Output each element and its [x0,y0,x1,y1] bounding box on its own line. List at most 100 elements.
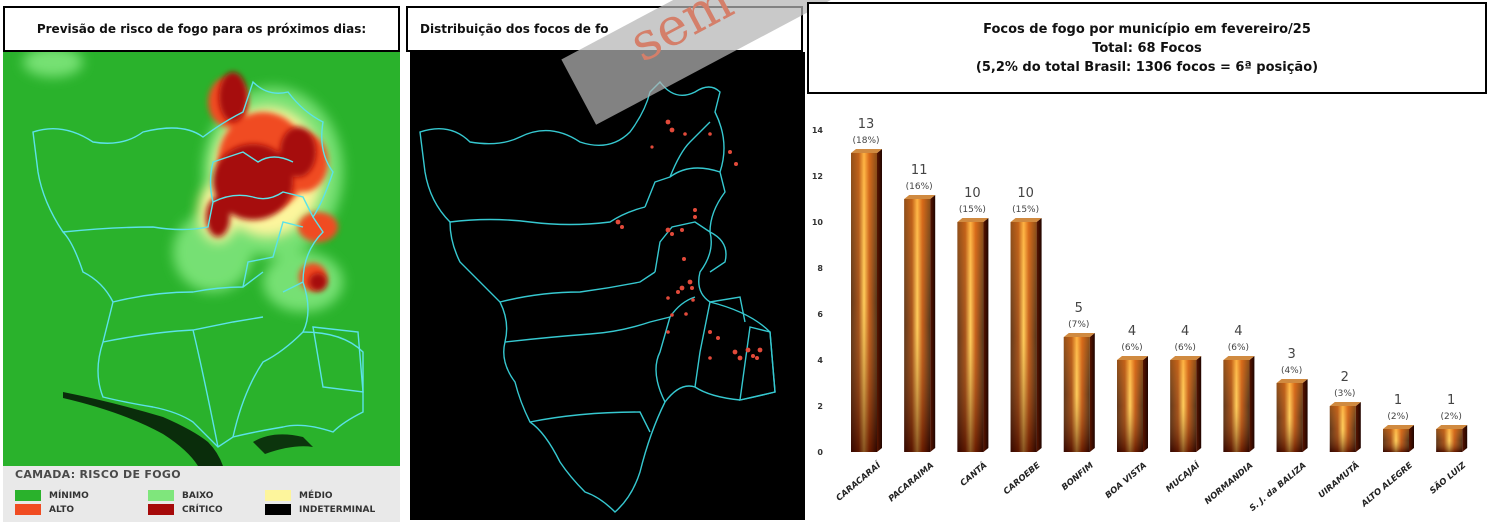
legend-swatch-baixo [148,490,174,501]
legend-swatch-critico [148,504,174,515]
bar-value-label: 1 [1447,393,1455,408]
legend-label-indeterminal: INDETERMINAL [299,504,376,515]
legend-label-minimo: MÍNIMO [49,490,89,501]
chart-title-line-1: Focos de fogo por município em fevereiro… [983,21,1311,37]
bar-side [1249,356,1255,452]
fire-focus-bar-chart: 0 2 4 6 8 10 12 14 13 (18%) 11 (16%) 10 (15%) 10 (15%)… [807,96,1487,524]
bar: 11 (16%) [904,163,936,452]
bar-side [1089,333,1095,452]
bar: 5 (7%) [1063,301,1095,452]
forecast-title-text: Previsão de risco de fogo para os próxim… [36,22,367,36]
bar-percent-label: (16%) [906,182,933,192]
x-category-label: S. J. da BALIZA [1248,461,1309,514]
chart-title-line-3: (5,2% do total Brasil: 1306 focos = 6ª p… [975,59,1319,75]
legend-label-alto: ALTO [49,504,75,515]
legend-label-medio: MÉDIO [299,490,333,501]
bar-side [1143,356,1148,452]
bar-percent-label: (6%) [1228,343,1249,353]
bar: 10 (15%) [1010,186,1042,452]
bar-value-label: 1 [1394,393,1402,408]
x-category-label: SÃO LUIZ [1427,459,1468,496]
bar-value-label: 11 [911,163,928,178]
bar-top [957,218,989,222]
fire-risk-legend: CAMADA: RISCO DE FOGO MÍNIMO BAIXO MÉDIO… [3,466,400,522]
bar-glow [851,153,877,452]
bar-top [1276,379,1308,383]
legend-title: CAMADA: RISCO DE FOGO [15,468,181,481]
bar-value-label: 13 [858,117,875,132]
x-category-label: NORMANDIA [1203,461,1255,507]
legend-swatch-minimo [15,490,41,501]
x-category-label: CANTÁ [957,459,989,489]
bar-percent-label: (6%) [1121,343,1142,353]
bar-glow [1383,429,1409,452]
x-category-label: BOA VISTA [1104,461,1149,501]
bar: 4 (6%) [1117,324,1148,452]
bar-percent-label: (18%) [852,136,879,146]
legend-item-alto: ALTO [15,504,74,515]
bar-top [851,149,882,153]
legend-label-baixo: BAIXO [182,490,214,501]
bar-percent-label: (15%) [959,205,986,215]
bar: 4 (6%) [1223,324,1255,452]
bar-top [1436,425,1468,429]
bar-side [1302,379,1308,452]
legend-swatch-indeterminal [265,504,291,515]
municipality-borders-forecast [32,80,364,448]
legend-item-baixo: BAIXO [148,490,213,501]
y-tick-label: 12 [812,172,823,181]
bar: 1 (2%) [1436,393,1468,452]
bar-percent-label: (2%) [1387,412,1408,422]
x-category-label: CAROEBE [1002,461,1043,498]
chart-title-line-2: Total: 68 Focos [1092,40,1202,56]
bars: 13(18%)11(16%) 10(15%)10(15%)5(7%) 4(6%)4(… [851,117,1468,452]
bar-glow [1010,222,1037,452]
distribution-map-graphic [419,80,776,513]
bar-top [1383,425,1414,429]
bar-glow [1223,360,1250,452]
y-axis: 0 2 4 6 8 10 12 14 [812,126,824,457]
y-tick-label: 8 [817,264,823,273]
bar-percent-label: (6%) [1175,343,1196,353]
y-tick-label: 14 [812,126,824,135]
y-tick-label: 0 [817,448,823,457]
legend-item-medio: MÉDIO [265,490,333,501]
distribution-title-text: Distribuição dos focos de fo [420,22,609,36]
bar-glow [1436,429,1463,452]
x-category-label: MUCAJAÍ [1163,459,1203,495]
x-category-label: BONFIM [1060,460,1096,493]
bar-percent-label: (2%) [1441,412,1462,422]
legend-item-minimo: MÍNIMO [15,490,89,501]
legend-label-critico: CRÍTICO [182,504,223,515]
bar-percent-label: (4%) [1281,366,1302,376]
bar-percent-label: (15%) [1012,205,1039,215]
bar-glow [1063,337,1090,452]
municipality-borders-distribution [419,80,776,513]
x-category-label: UIRAMUTÃ [1316,460,1362,501]
y-tick-label: 2 [817,402,823,411]
forecast-panel-title: Previsão de risco de fogo para os próxim… [3,6,400,52]
legend-item-indeterminal: INDETERMINAL [265,504,375,515]
y-tick-label: 10 [812,218,824,227]
fire-risk-map-graphic [23,52,364,466]
fire-focus-points [615,119,763,361]
bar-percent-label: (7%) [1068,320,1089,330]
chart-title-box: Focos de fogo por município em fevereiro… [807,2,1487,94]
bar-value-label: 10 [964,186,981,201]
bar-glow [957,222,984,452]
bar-glow [1276,383,1303,452]
fire-risk-forecast-map [3,52,400,466]
bar-side [1196,356,1202,452]
bar-glow [1329,406,1356,452]
bar: 1 (2%) [1383,393,1414,452]
bar-value-label: 3 [1287,347,1295,362]
bar-side [930,195,936,452]
bar: 10 (15%) [957,186,989,452]
fire-focus-distribution-map [410,52,805,520]
bar-top [1329,402,1361,406]
bar-glow [904,199,931,452]
legend-item-critico: CRÍTICO [148,504,223,515]
bar: 13 (18%) [851,117,882,452]
bar: 3 (4%) [1276,347,1308,452]
